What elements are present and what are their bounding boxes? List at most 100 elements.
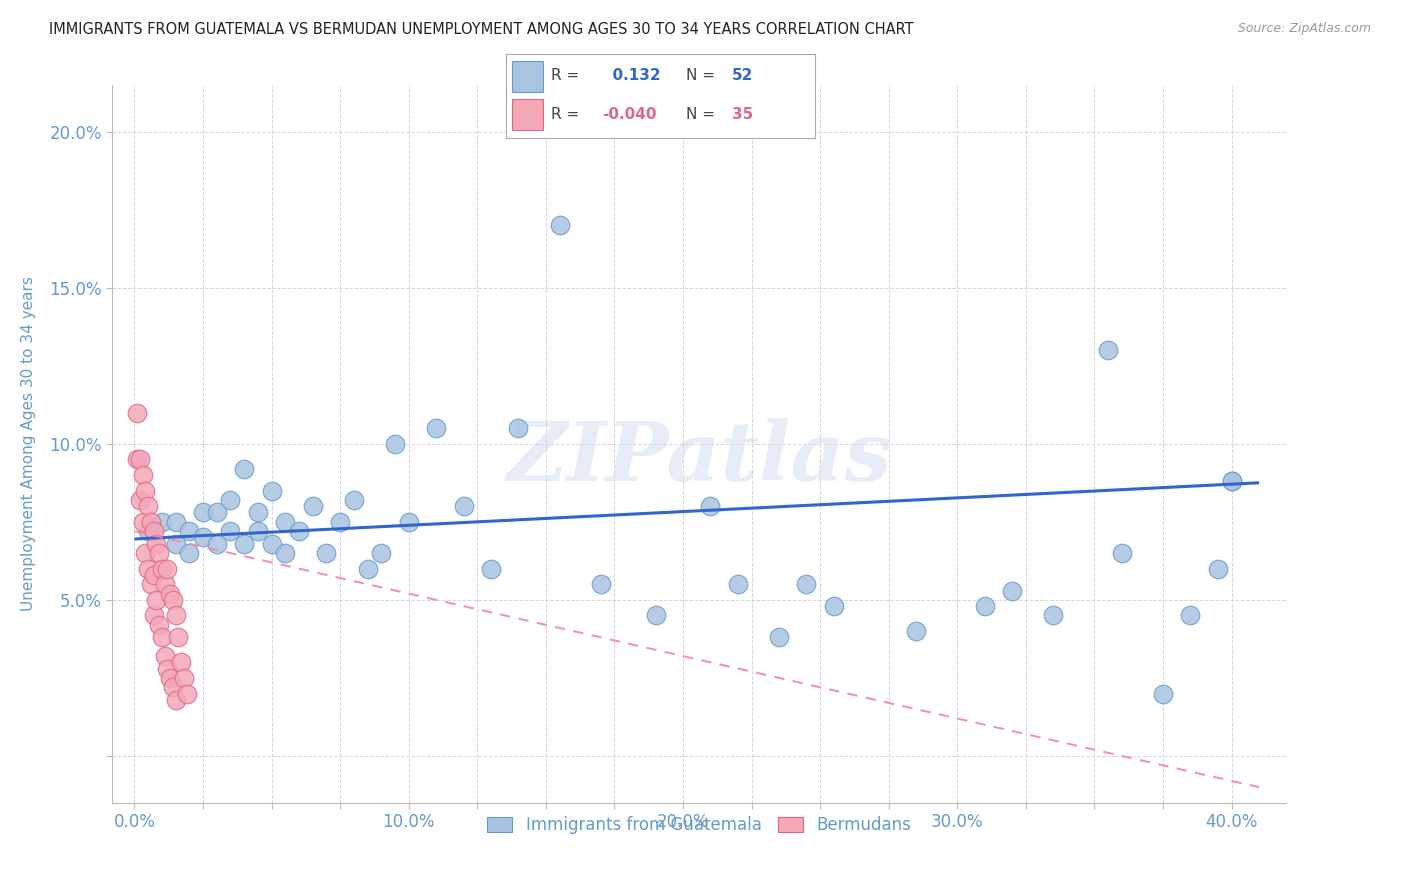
Point [205, 505, 228, 519]
Point [173, 671, 195, 685]
Point [156, 662, 179, 676]
Point [142, 608, 165, 623]
Point [150, 515, 173, 529]
Point [398, 515, 420, 529]
Point [548, 218, 571, 232]
Point [1220, 475, 1243, 489]
Bar [512, 62, 543, 92]
Point [167, 630, 190, 644]
Point [274, 515, 297, 529]
Point [973, 599, 995, 614]
Point [159, 587, 181, 601]
Point [274, 546, 297, 560]
Point [1220, 475, 1243, 489]
Point [131, 467, 153, 482]
Point [176, 687, 198, 701]
Text: 35: 35 [733, 107, 754, 121]
Point [134, 546, 156, 560]
Point [129, 492, 152, 507]
Point [150, 630, 173, 644]
Point [134, 483, 156, 498]
Point [479, 562, 502, 576]
Point [425, 421, 447, 435]
Point [356, 562, 378, 576]
Point [823, 599, 845, 614]
Text: Source: ZipAtlas.com: Source: ZipAtlas.com [1237, 22, 1371, 36]
Point [384, 436, 406, 450]
Point [165, 515, 187, 529]
Point [148, 617, 170, 632]
Point [139, 515, 162, 529]
Point [191, 505, 214, 519]
Point [129, 452, 152, 467]
Y-axis label: Unemployment Among Ages 30 to 34 years: Unemployment Among Ages 30 to 34 years [21, 277, 35, 611]
Point [136, 499, 159, 513]
Text: ZIPatlas: ZIPatlas [506, 418, 893, 498]
Point [142, 568, 165, 582]
Point [142, 524, 165, 538]
Point [145, 592, 167, 607]
Point [699, 499, 721, 513]
Point [165, 536, 187, 550]
Point [453, 499, 475, 513]
Point [127, 405, 149, 419]
Text: R =: R = [551, 107, 579, 121]
Point [1111, 546, 1133, 560]
Point [162, 592, 184, 607]
Point [139, 577, 162, 591]
Point [301, 499, 323, 513]
Point [589, 577, 612, 591]
Point [219, 524, 242, 538]
Point [233, 536, 256, 550]
Text: IMMIGRANTS FROM GUATEMALA VS BERMUDAN UNEMPLOYMENT AMONG AGES 30 TO 34 YEARS COR: IMMIGRANTS FROM GUATEMALA VS BERMUDAN UN… [49, 22, 914, 37]
Point [153, 577, 176, 591]
Point [165, 692, 187, 706]
Point [796, 577, 818, 591]
Point [260, 483, 283, 498]
Point [905, 624, 928, 639]
Point [153, 649, 176, 664]
Point [136, 562, 159, 576]
Point [145, 536, 167, 550]
Point [1180, 608, 1202, 623]
Point [1206, 562, 1229, 576]
Point [1042, 608, 1064, 623]
Point [127, 452, 149, 467]
Point [148, 546, 170, 560]
Point [644, 608, 666, 623]
Point [329, 515, 352, 529]
Text: R =: R = [551, 69, 579, 84]
Point [508, 421, 530, 435]
Point [205, 536, 228, 550]
Point [1001, 583, 1024, 598]
Point [727, 577, 749, 591]
Point [219, 492, 242, 507]
Bar [512, 99, 543, 130]
Point [260, 536, 283, 550]
Text: N =: N = [686, 69, 714, 84]
Point [136, 524, 159, 538]
Point [191, 530, 214, 544]
Text: 0.132: 0.132 [602, 69, 661, 84]
Point [233, 461, 256, 475]
Text: N =: N = [686, 107, 714, 121]
Point [315, 546, 337, 560]
Point [1097, 343, 1119, 357]
Point [179, 524, 201, 538]
Legend: Immigrants from Guatemala, Bermudans: Immigrants from Guatemala, Bermudans [481, 810, 918, 841]
Point [131, 515, 153, 529]
Point [150, 562, 173, 576]
Text: 52: 52 [733, 69, 754, 84]
Point [159, 671, 181, 685]
Point [179, 546, 201, 560]
Point [768, 630, 790, 644]
Point [165, 608, 187, 623]
Point [246, 524, 269, 538]
Text: -0.040: -0.040 [602, 107, 657, 121]
Point [170, 655, 193, 669]
Point [288, 524, 311, 538]
Point [1152, 687, 1174, 701]
Point [162, 680, 184, 694]
Point [156, 562, 179, 576]
Point [246, 505, 269, 519]
